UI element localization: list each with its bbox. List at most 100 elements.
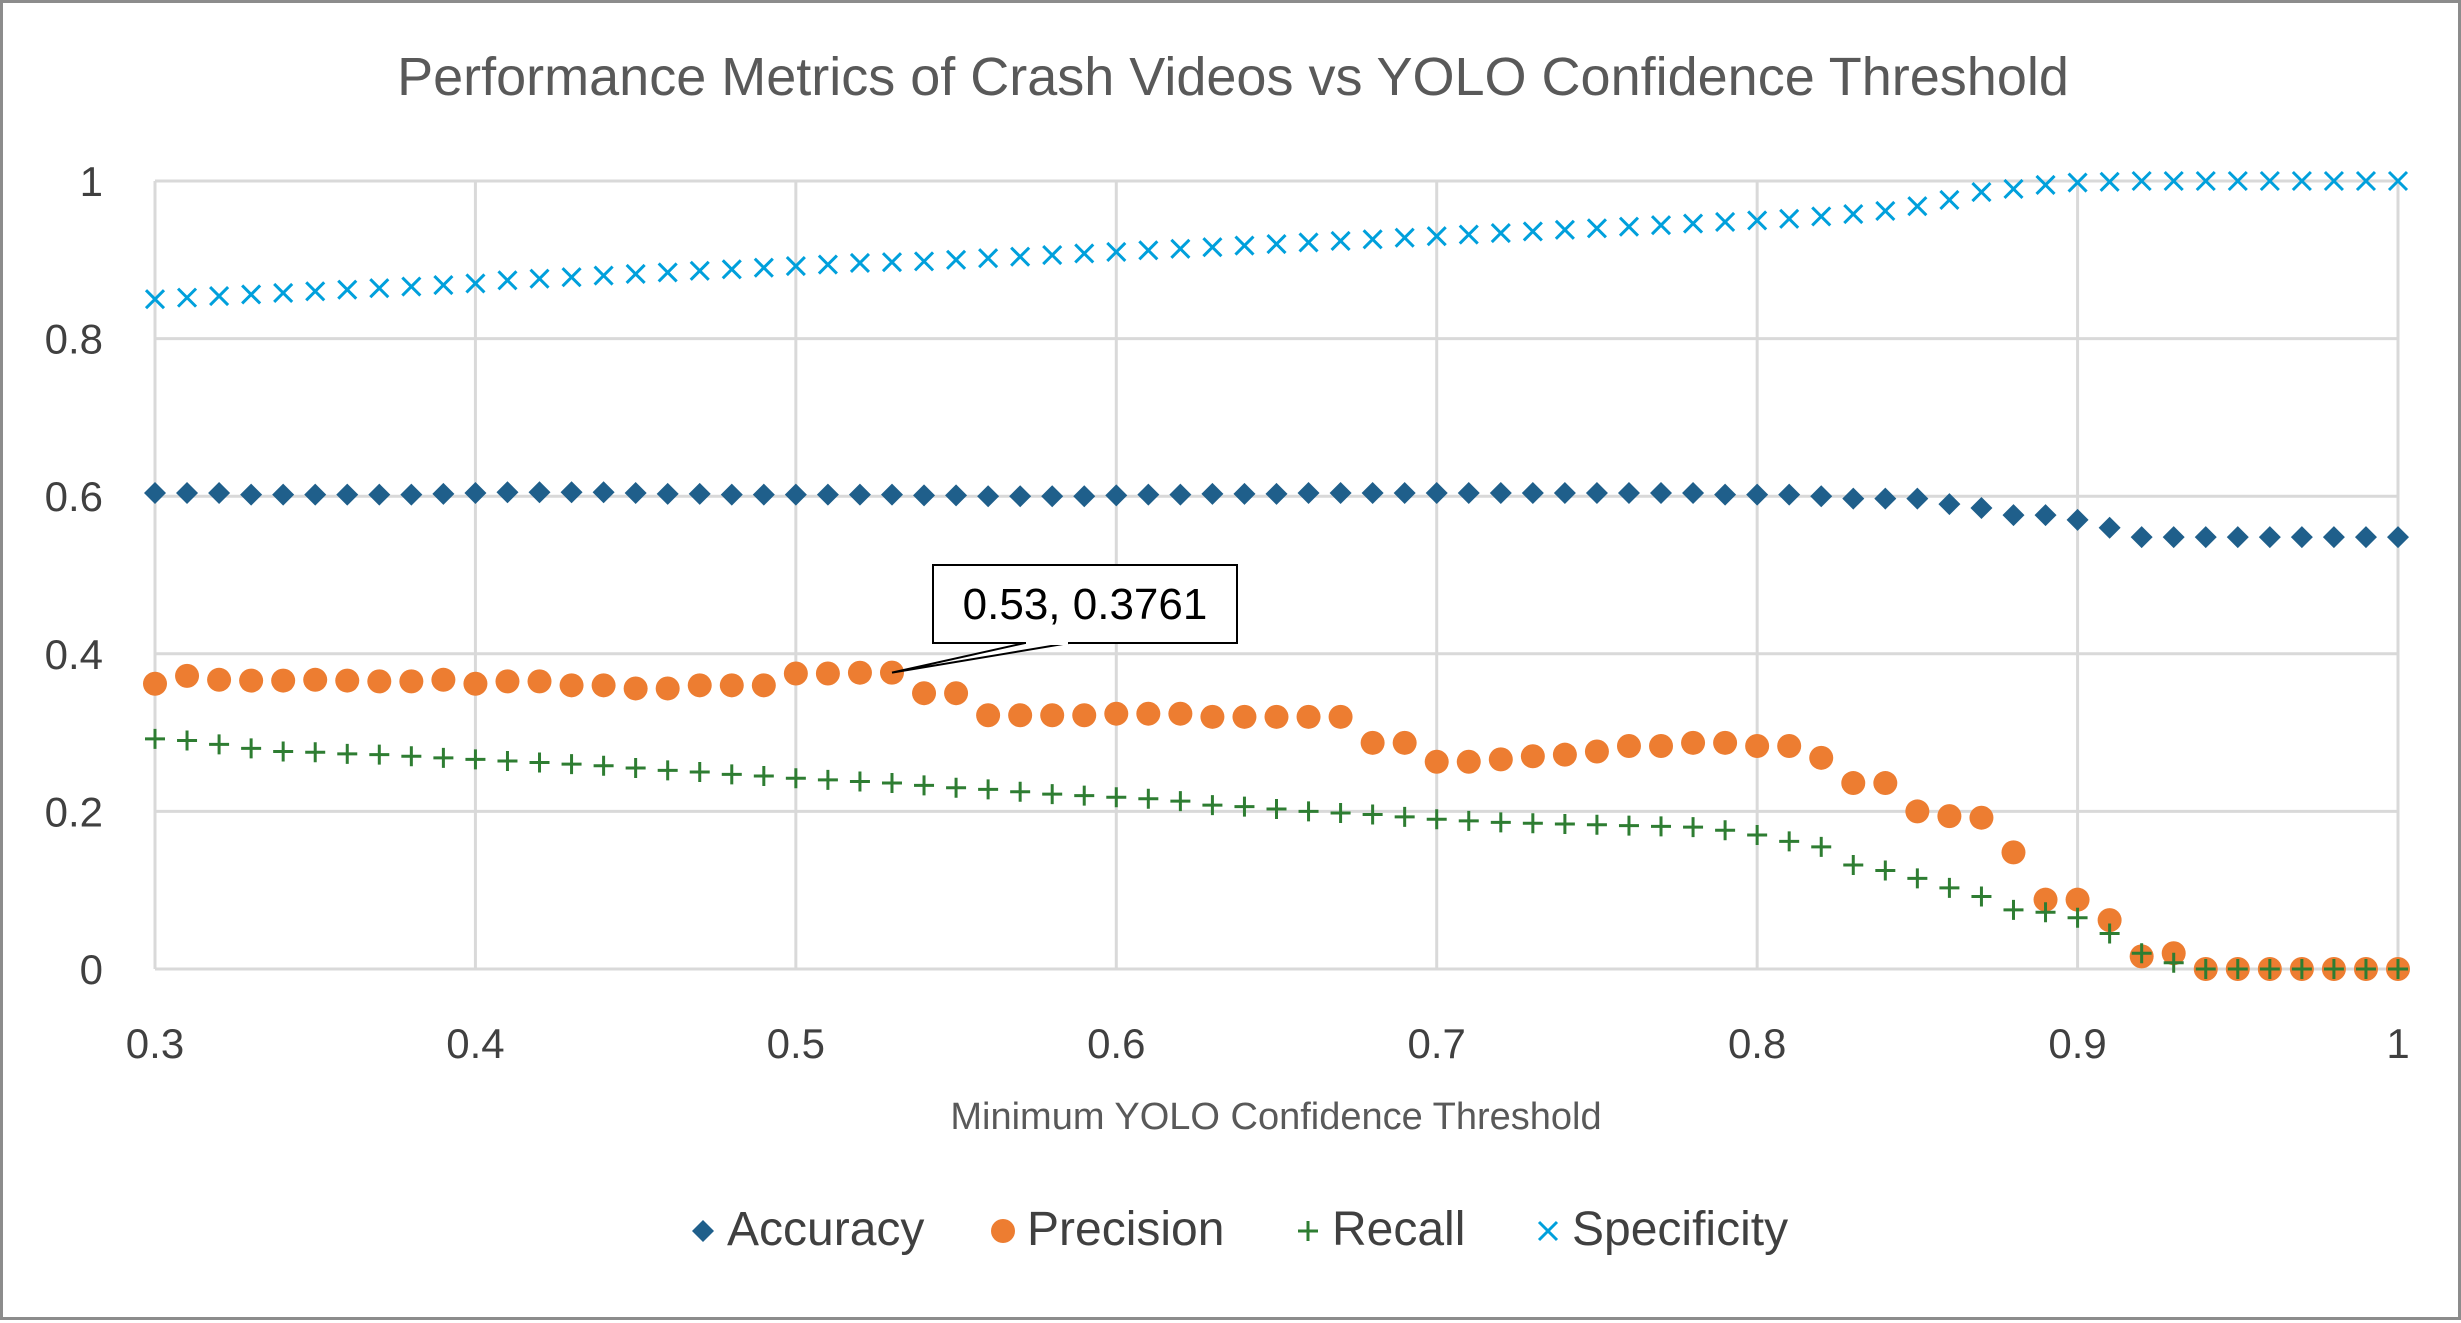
recall-point <box>2388 959 2408 979</box>
recall-point <box>1811 836 1832 857</box>
chart-title: Performance Metrics of Crash Videos vs Y… <box>397 47 2069 107</box>
specificity-point <box>1554 219 1575 240</box>
precision-point <box>1616 733 1641 758</box>
recall-point <box>657 760 678 781</box>
precision-point <box>1296 704 1321 729</box>
recall-point <box>2099 923 2120 944</box>
accuracy-point <box>784 483 807 506</box>
callout-box <box>932 564 1238 644</box>
precision-point <box>944 681 969 706</box>
recall-point <box>241 738 262 759</box>
accuracy-point <box>2226 526 2249 549</box>
y-tick-label: 0.6 <box>45 473 103 520</box>
precision-point <box>1328 704 1353 729</box>
specificity-point <box>689 260 710 281</box>
specificity-point <box>2227 170 2248 192</box>
accuracy-point <box>752 483 775 506</box>
recall-point <box>1779 831 1800 852</box>
y-axis-tick-labels: 0 0.2 0.4 0.6 0.8 1 <box>45 158 103 993</box>
specificity-point <box>978 248 999 269</box>
recall-point <box>1490 812 1511 833</box>
precision-point <box>1841 771 1866 796</box>
precision-point <box>1552 742 1577 767</box>
legend-label: Recall <box>1332 1203 1465 1256</box>
recall-point <box>2227 959 2248 979</box>
accuracy-point <box>2098 516 2121 539</box>
legend-precision-marker <box>991 1219 1015 1243</box>
accuracy-point <box>624 482 647 505</box>
accuracy-point <box>1650 482 1673 505</box>
precision-point <box>976 703 1001 728</box>
accuracy-point <box>1585 482 1608 505</box>
accuracy-point <box>1714 483 1737 506</box>
accuracy-point <box>1041 485 1064 508</box>
specificity-point <box>1170 238 1191 259</box>
precision-point <box>175 663 200 688</box>
recall-point <box>849 771 870 792</box>
callout-label: 0.53, 0.3761 <box>963 580 1208 629</box>
recall-point <box>1042 784 1063 805</box>
accuracy-point <box>208 482 231 505</box>
accuracy-point <box>2322 526 2345 549</box>
y-tick-label: 0.4 <box>45 631 103 678</box>
accuracy-point <box>2354 526 2377 549</box>
accuracy-point <box>1425 482 1448 505</box>
accuracy-point <box>2194 526 2217 549</box>
accuracy-point <box>1682 482 1705 505</box>
specificity-point <box>1074 243 1095 264</box>
precision-point <box>2001 840 2026 865</box>
precision-point <box>207 667 232 692</box>
recall-point <box>689 762 710 782</box>
specificity-point <box>817 254 838 275</box>
precision-point <box>1873 771 1898 796</box>
accuracy-point <box>1201 482 1224 505</box>
accuracy-point <box>2066 508 2089 531</box>
x-tick-label: 0.3 <box>126 1020 184 1067</box>
specificity-point <box>1939 189 1960 210</box>
accuracy-point <box>1329 482 1352 505</box>
recall-point <box>1554 814 1575 835</box>
precision-point <box>143 671 167 696</box>
accuracy-point <box>528 481 551 504</box>
recall-point <box>946 777 967 798</box>
accuracy-point <box>2387 526 2409 549</box>
specificity-point <box>1715 211 1736 233</box>
x-tick-label: 0.7 <box>1408 1020 1466 1067</box>
precision-point <box>1104 701 1129 726</box>
precision-point <box>1937 804 1962 829</box>
precision-point <box>1713 730 1738 755</box>
recall-point <box>1298 801 1319 822</box>
specificity-point <box>785 256 806 277</box>
precision-point <box>2097 908 2122 933</box>
recall-point <box>881 773 902 794</box>
accuracy-point <box>2258 526 2281 549</box>
accuracy-point <box>1265 482 1288 505</box>
precision-point <box>1584 739 1609 764</box>
recall-point <box>1907 868 1928 889</box>
x-tick-label: 1 <box>2386 1020 2409 1067</box>
precision-point <box>527 669 552 694</box>
recall-point <box>2163 952 2184 973</box>
precision-point <box>1905 799 1930 824</box>
recall-point <box>2035 902 2056 923</box>
recall-point <box>914 775 935 796</box>
accuracy-point <box>272 483 295 506</box>
gridlines <box>153 179 2400 971</box>
recall-point <box>1170 791 1191 812</box>
precision-point <box>687 673 712 698</box>
precision-point <box>1424 749 1449 774</box>
accuracy-point <box>2002 504 2025 527</box>
recall-point <box>209 734 230 755</box>
specificity-point <box>1747 210 1768 231</box>
recall-point <box>1010 781 1031 802</box>
precision-point <box>2033 887 2058 912</box>
precision-point <box>399 669 424 694</box>
specificity-point <box>176 287 198 308</box>
recall-point <box>1106 787 1127 808</box>
recall-point <box>1843 854 1864 875</box>
recall-point <box>2131 943 2152 964</box>
specificity-point <box>1298 232 1319 253</box>
specificity-point <box>1106 241 1127 262</box>
precision-point <box>2065 887 2090 912</box>
recall-point <box>1362 804 1383 825</box>
